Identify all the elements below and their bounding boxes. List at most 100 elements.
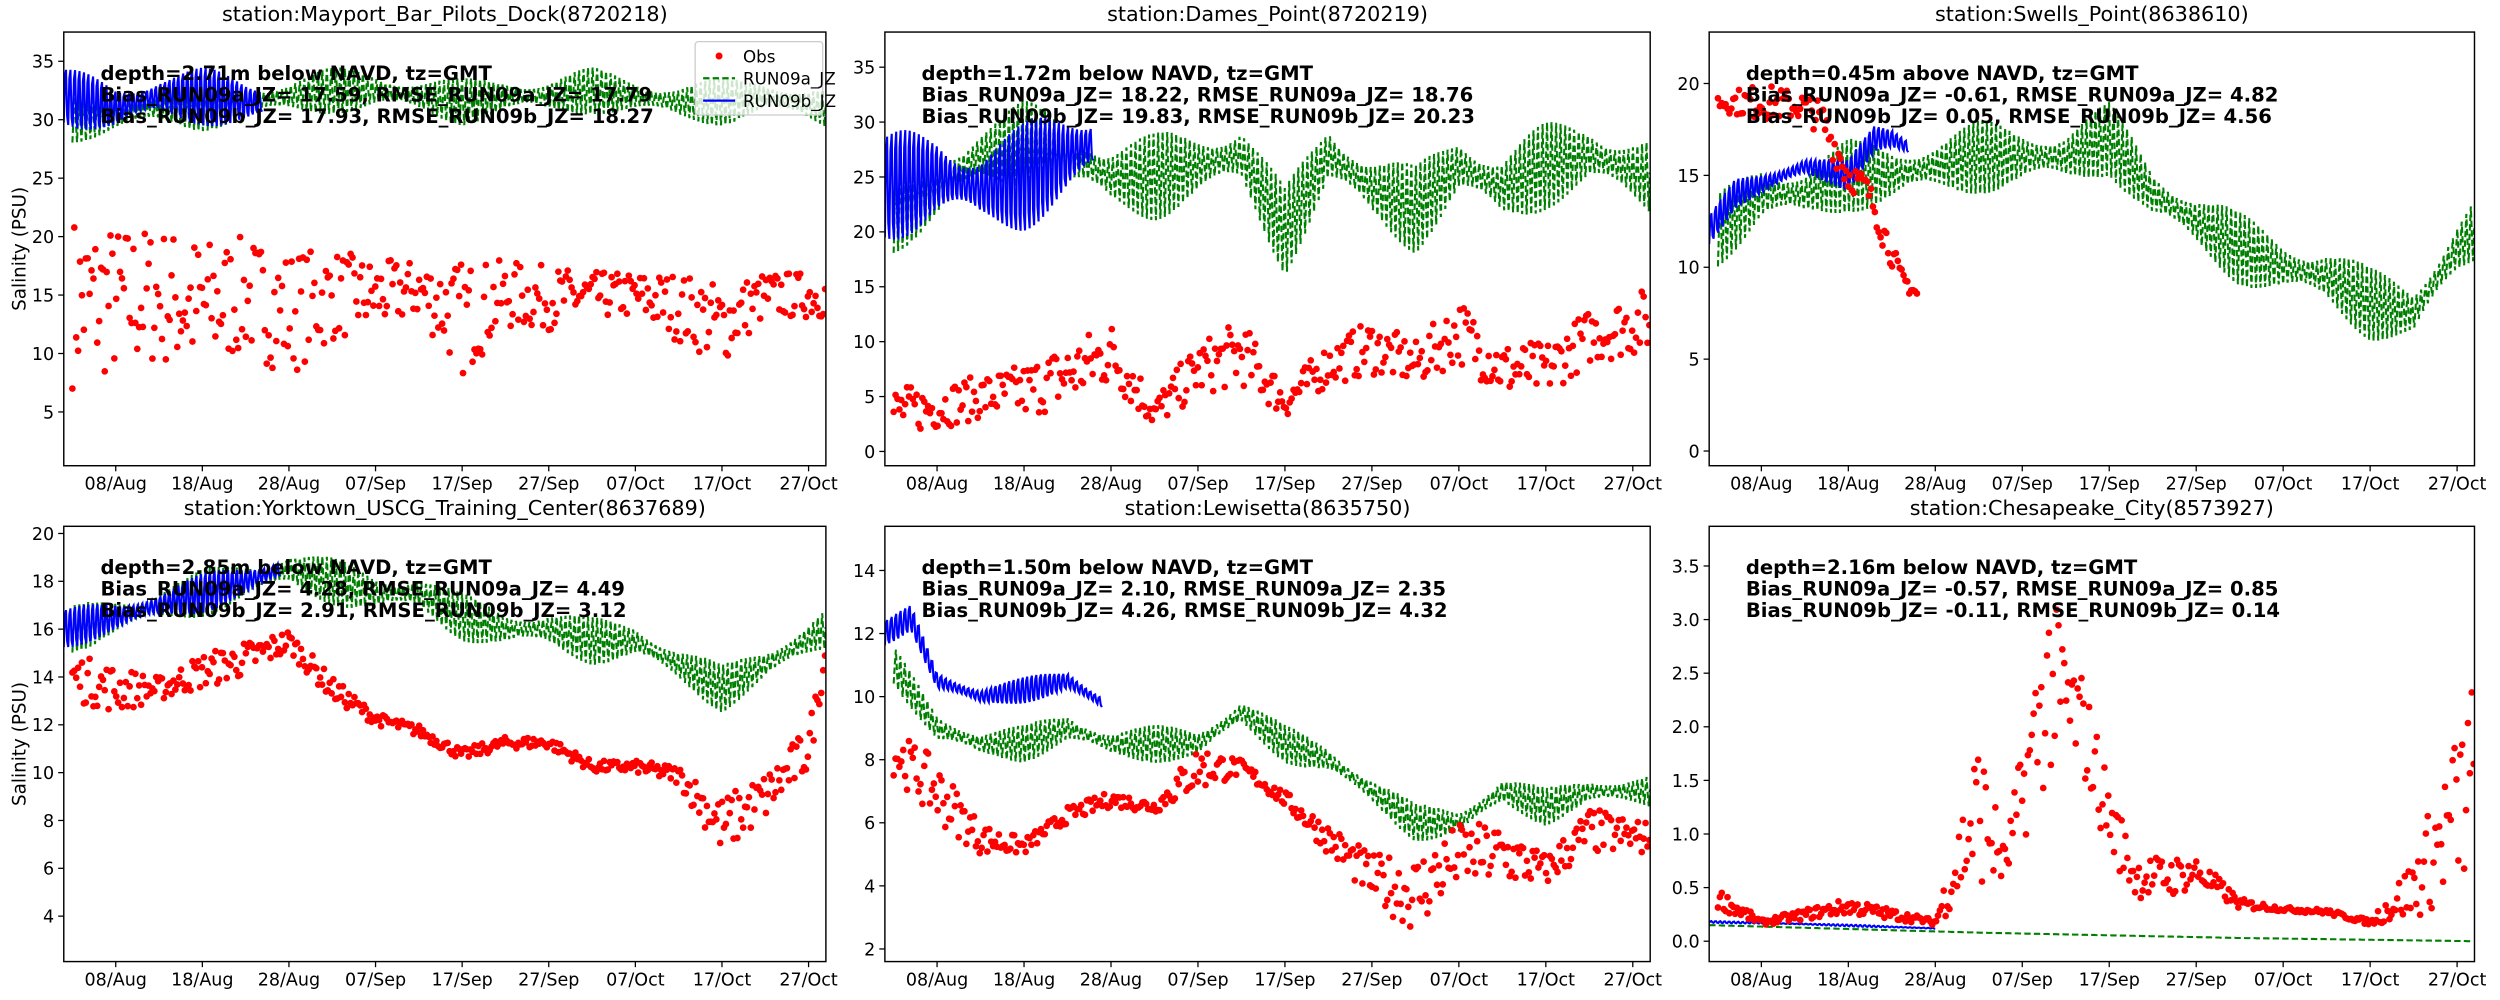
obs-point bbox=[1938, 902, 1946, 910]
obs-point bbox=[2407, 904, 2414, 912]
obs-point bbox=[1888, 263, 1896, 270]
stats-annotation-line: Bias_RUN09b_JZ= 19.83, RMSE_RUN09b_JZ= 2… bbox=[922, 105, 1475, 128]
obs-point bbox=[2036, 702, 2043, 710]
obs-point bbox=[1481, 824, 1489, 831]
obs-point bbox=[728, 334, 736, 342]
obs-point bbox=[1129, 372, 1137, 380]
obs-point bbox=[747, 824, 755, 831]
obs-point bbox=[1360, 358, 1368, 366]
obs-point bbox=[1806, 906, 1814, 914]
obs-point bbox=[2411, 874, 2418, 882]
obs-point bbox=[278, 282, 286, 290]
obs-point bbox=[1959, 816, 1967, 824]
obs-point bbox=[2076, 693, 2083, 701]
y-tick-label: 8 bbox=[43, 812, 54, 832]
obs-point bbox=[227, 661, 234, 669]
obs-point bbox=[105, 705, 112, 713]
obs-point bbox=[985, 377, 993, 385]
obs-point bbox=[1372, 366, 1380, 373]
obs-point bbox=[1884, 249, 1892, 257]
plot-area bbox=[884, 605, 1651, 930]
obs-point bbox=[84, 254, 92, 262]
obs-point bbox=[175, 310, 183, 318]
obs-point bbox=[433, 294, 440, 302]
obs-point bbox=[1186, 353, 1194, 361]
obs-point bbox=[124, 235, 132, 242]
obs-point bbox=[219, 649, 227, 657]
obs-point bbox=[1582, 819, 1590, 826]
stats-annotation-line: depth=0.45m above NAVD, tz=GMT bbox=[1746, 62, 2139, 85]
obs-point bbox=[1806, 96, 1814, 103]
obs-point bbox=[777, 786, 785, 794]
obs-point bbox=[1791, 103, 1798, 111]
obs-point bbox=[1370, 371, 1378, 378]
obs-point bbox=[1250, 348, 1257, 356]
obs-point bbox=[793, 743, 800, 750]
obs-point bbox=[686, 782, 694, 789]
y-tick-label: 12 bbox=[853, 625, 875, 645]
x-tick-label: 27/Oct bbox=[779, 970, 838, 990]
obs-point bbox=[938, 776, 945, 784]
obs-point bbox=[516, 263, 524, 271]
obs-point bbox=[695, 809, 703, 817]
obs-point bbox=[2058, 646, 2066, 653]
obs-point bbox=[1904, 911, 1911, 918]
obs-point bbox=[1619, 816, 1626, 823]
obs-point bbox=[507, 322, 515, 330]
obs-point bbox=[261, 326, 269, 334]
obs-point bbox=[2464, 719, 2472, 727]
obs-point bbox=[1646, 836, 1651, 844]
obs-point bbox=[2013, 811, 2020, 819]
obs-point bbox=[2166, 886, 2173, 893]
obs-point bbox=[963, 840, 970, 848]
obs-point bbox=[1022, 405, 1030, 413]
obs-point bbox=[553, 310, 560, 318]
obs-point bbox=[928, 404, 936, 412]
obs-markers bbox=[890, 288, 1651, 432]
obs-point bbox=[913, 775, 920, 782]
obs-point bbox=[1445, 339, 1452, 346]
obs-point bbox=[1429, 865, 1437, 872]
obs-point bbox=[1353, 365, 1361, 373]
x-tick-label: 17/Oct bbox=[693, 970, 752, 990]
obs-point bbox=[118, 703, 126, 711]
obs-point bbox=[2147, 857, 2154, 865]
y-tick-label: 2.5 bbox=[1672, 665, 1700, 685]
obs-point bbox=[177, 327, 185, 335]
obs-point bbox=[1278, 398, 1286, 405]
obs-point bbox=[2456, 751, 2464, 758]
run09b-line bbox=[884, 117, 1094, 240]
obs-point bbox=[1554, 868, 1561, 876]
obs-point bbox=[1246, 329, 1253, 337]
obs-point bbox=[1064, 354, 1072, 362]
x-tick-label: 07/Oct bbox=[2254, 475, 2313, 495]
obs-point bbox=[1812, 116, 1819, 124]
obs-point bbox=[2043, 652, 2051, 659]
obs-point bbox=[1508, 868, 1515, 876]
stats-annotation-line: depth=1.72m below NAVD, tz=GMT bbox=[922, 62, 1314, 85]
obs-point bbox=[282, 259, 290, 266]
obs-point bbox=[172, 686, 179, 693]
obs-point bbox=[964, 417, 972, 425]
obs-point bbox=[2133, 873, 2141, 881]
obs-point bbox=[1470, 318, 1477, 326]
obs-point bbox=[2085, 703, 2093, 711]
obs-point bbox=[1600, 841, 1607, 849]
obs-point bbox=[993, 403, 1001, 410]
obs-point bbox=[408, 721, 415, 728]
obs-point bbox=[1980, 768, 1988, 776]
obs-point bbox=[389, 280, 396, 288]
obs-point bbox=[150, 687, 158, 695]
run09a-line bbox=[892, 649, 1651, 842]
obs-point bbox=[120, 694, 128, 702]
obs-point bbox=[387, 257, 394, 264]
obs-point bbox=[1502, 861, 1510, 869]
obs-point bbox=[974, 414, 982, 422]
y-tick-label: 10 bbox=[853, 688, 875, 708]
obs-point bbox=[774, 275, 781, 282]
obs-point bbox=[1378, 369, 1385, 376]
obs-point bbox=[1982, 783, 1990, 791]
obs-point bbox=[1181, 768, 1188, 776]
obs-point bbox=[682, 790, 690, 797]
obs-point bbox=[486, 332, 493, 339]
